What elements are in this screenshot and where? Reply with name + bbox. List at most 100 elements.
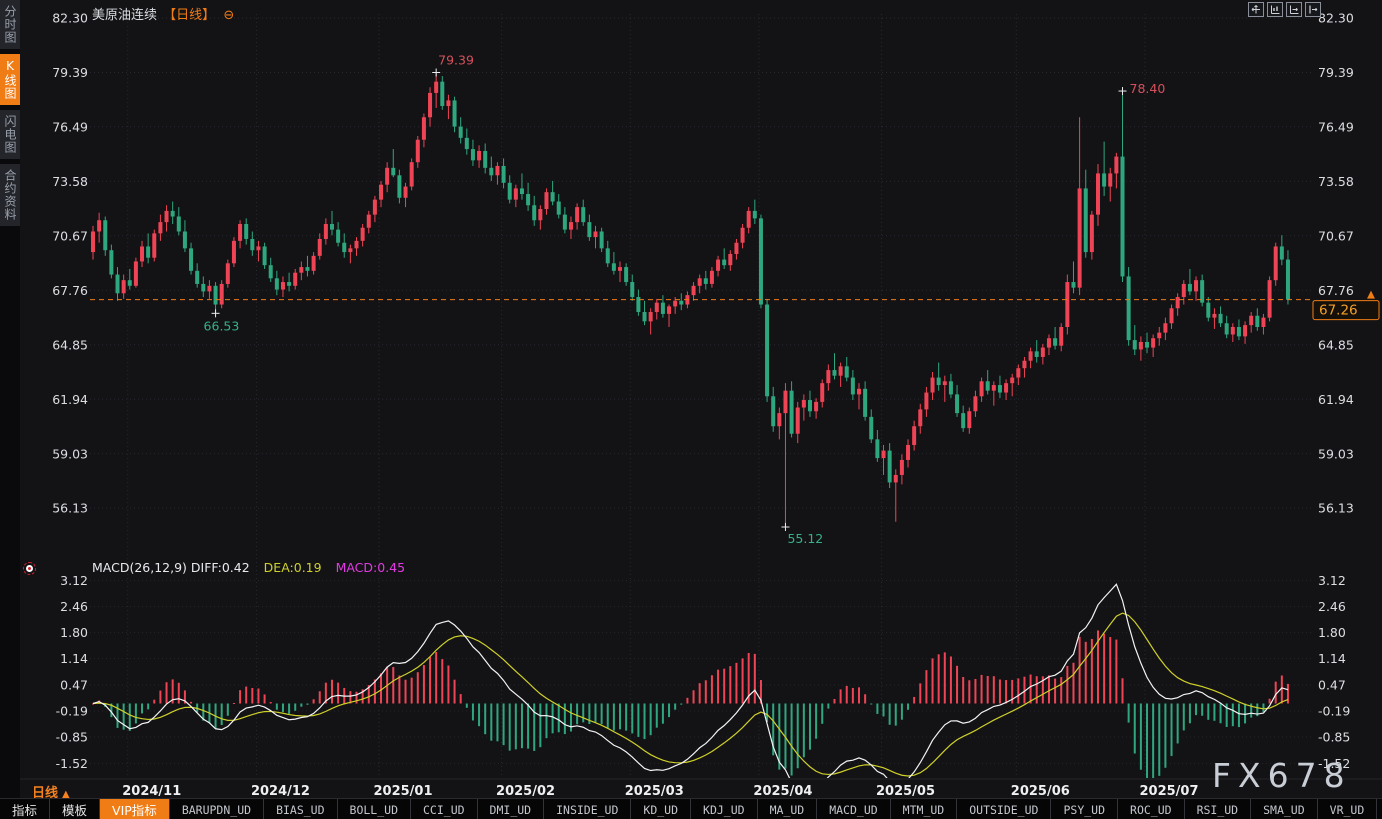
- price-tick-label: 76.49: [52, 119, 88, 134]
- date-label: 2025/01: [374, 784, 433, 799]
- indicator-alarm-icon[interactable]: [23, 562, 36, 575]
- sidebar-item-flash-chart[interactable]: 闪电图: [0, 110, 20, 159]
- date-label: 2025/06: [1011, 784, 1070, 799]
- left-sidebar: 分时图 K线图闪电图合约资料: [0, 0, 20, 798]
- macd-tick-label: -0.85: [56, 729, 88, 744]
- chart-title: 美原油连续 【日线】 ⊖: [92, 4, 234, 23]
- price-tick-label: 76.49: [1318, 119, 1354, 134]
- macd-tick-label: -0.85: [1318, 729, 1350, 744]
- tab-sma-ud[interactable]: SMA_UD: [1251, 799, 1318, 819]
- price-annotations: 79.39 66.53 55.12 78.40: [204, 52, 1166, 546]
- tab-psy-ud[interactable]: PSY_UD: [1051, 799, 1119, 819]
- date-label: 2025/05: [876, 784, 935, 799]
- tabbar-spacer: [1377, 799, 1382, 819]
- price-tick-label: 61.94: [1318, 392, 1354, 407]
- macd-tick-label: 3.12: [60, 573, 88, 588]
- tab-rsi-ud[interactable]: RSI_UD: [1185, 799, 1252, 819]
- current-price-value: 67.26: [1319, 303, 1358, 319]
- tab-roc-ud[interactable]: ROC_UD: [1118, 799, 1185, 819]
- macd-header: MACD(26,12,9) DIFF:0.42 DEA:0.19 MACD:0.…: [92, 560, 405, 575]
- macd-tick-label: 1.80: [1318, 625, 1346, 640]
- tab-outside-ud[interactable]: OUTSIDE_UD: [957, 799, 1052, 819]
- tab-barupdn-ud[interactable]: BARUPDN_UD: [170, 799, 265, 819]
- tab-vr-ud[interactable]: VR_UD: [1318, 799, 1378, 819]
- tab-ma-ud[interactable]: MA_UD: [758, 799, 818, 819]
- symbol-name: 美原油连续: [92, 8, 158, 23]
- price-tick-label: 82.30: [1318, 11, 1354, 26]
- sidebar-item-kline-chart[interactable]: K线图: [0, 54, 20, 105]
- date-label: 2024/11: [122, 784, 181, 799]
- macd-tick-label: -1.52: [1318, 756, 1350, 771]
- tab-inside-ud[interactable]: INSIDE_UD: [544, 799, 632, 819]
- price-axis: 82.30 82.30 79.39 79.39 76.49 76.49 73.58 73.58…: [52, 11, 1354, 800]
- current-price-tag[interactable]: 67.26: [1312, 290, 1380, 321]
- tab-cci-ud[interactable]: CCI_UD: [411, 799, 478, 819]
- pan-icon[interactable]: [1248, 2, 1264, 17]
- price-scale-icon[interactable]: [1305, 2, 1321, 17]
- period-tag: 【日线】: [163, 8, 216, 23]
- macd-tick-label: 0.47: [1318, 677, 1346, 692]
- macd-tick-label: -0.19: [56, 703, 88, 718]
- price-annotation: 78.40: [1130, 81, 1166, 96]
- tab-boll-ud[interactable]: BOLL_UD: [338, 799, 411, 819]
- macd-tick-label: 1.14: [60, 651, 88, 666]
- price-tick-label: 64.85: [52, 337, 88, 352]
- price-annotation: 79.39: [438, 52, 474, 67]
- tab-vip-indicators[interactable]: VIP指标: [100, 799, 170, 819]
- chart-toolbar: [1248, 2, 1321, 17]
- diff-line: [92, 583, 1289, 778]
- tab-dmi-ud[interactable]: DMI_UD: [478, 799, 545, 819]
- macd-tick-label: 0.47: [60, 677, 88, 692]
- price-tick-label: 70.67: [52, 228, 88, 243]
- price-marker-arrow-icon: [1367, 290, 1375, 299]
- tab-kdj-ud[interactable]: KDJ_UD: [691, 799, 758, 819]
- price-tick-label: 56.13: [52, 501, 88, 516]
- tab-bias-ud[interactable]: BIAS_UD: [264, 799, 338, 819]
- sidebar-item-time-chart[interactable]: 分时图: [0, 0, 20, 49]
- sidebar-item-contract-info[interactable]: 合约资料: [0, 164, 20, 226]
- price-tick-label: 73.58: [52, 174, 88, 189]
- macd-tick-label: 1.14: [1318, 651, 1346, 666]
- macd-tick-label: 2.46: [60, 599, 88, 614]
- gridlines: [0, 14, 1382, 780]
- price-tick-label: 67.76: [52, 283, 88, 298]
- macd-tick-label: 3.12: [1318, 573, 1346, 588]
- macd-tick-label: 1.80: [60, 625, 88, 640]
- period-selector[interactable]: 日线 ▲: [32, 782, 70, 801]
- x-axis-scale-icon[interactable]: [1267, 2, 1283, 17]
- price-annotation: 55.12: [787, 531, 823, 546]
- date-label: 2024/12: [251, 784, 310, 799]
- indicator-tabbar: 指标 模板 VIP指标 BARUPDN_UD BIAS_UD BOLL_UD CCI_UD D…: [0, 798, 1382, 819]
- date-label: 2025/02: [496, 784, 555, 799]
- dea-line: [92, 612, 1289, 777]
- tab-templates[interactable]: 模板: [50, 799, 101, 819]
- price-tick-label: 61.94: [52, 392, 88, 407]
- tab-mtm-ud[interactable]: MTM_UD: [891, 799, 958, 819]
- macd-lines: [92, 583, 1289, 778]
- price-tick-label: 59.03: [52, 446, 88, 461]
- date-label: 2025/03: [625, 784, 684, 799]
- price-tick-label: 70.67: [1318, 228, 1354, 243]
- date-label: 2025/04: [753, 784, 812, 799]
- tab-indicators[interactable]: 指标: [0, 799, 51, 819]
- macd-params-diff: MACD(26,12,9) DIFF:0.42: [92, 560, 250, 575]
- tab-kd-ud[interactable]: KD_UD: [631, 799, 692, 819]
- macd-tick-label: 2.46: [1318, 599, 1346, 614]
- candles: [91, 72, 1290, 527]
- y-axis-scale-icon[interactable]: [1286, 2, 1302, 17]
- chart-settings-icon[interactable]: ⊖: [223, 8, 235, 23]
- price-tick-label: 64.85: [1318, 337, 1354, 352]
- macd-histogram: [92, 630, 1289, 778]
- tab-macd-ud[interactable]: MACD_UD: [817, 799, 891, 819]
- price-tick-label: 59.03: [1318, 446, 1354, 461]
- macd-dea-value: DEA:0.19: [263, 560, 322, 575]
- price-annotation: 66.53: [204, 318, 240, 333]
- price-tick-label: 79.39: [1318, 65, 1354, 80]
- triangle-up-icon: ▲: [62, 789, 70, 800]
- price-tick-label: 73.58: [1318, 174, 1354, 189]
- price-tick-label: 82.30: [52, 11, 88, 26]
- period-selector-label: 日线: [32, 786, 59, 801]
- price-tick-label: 56.13: [1318, 501, 1354, 516]
